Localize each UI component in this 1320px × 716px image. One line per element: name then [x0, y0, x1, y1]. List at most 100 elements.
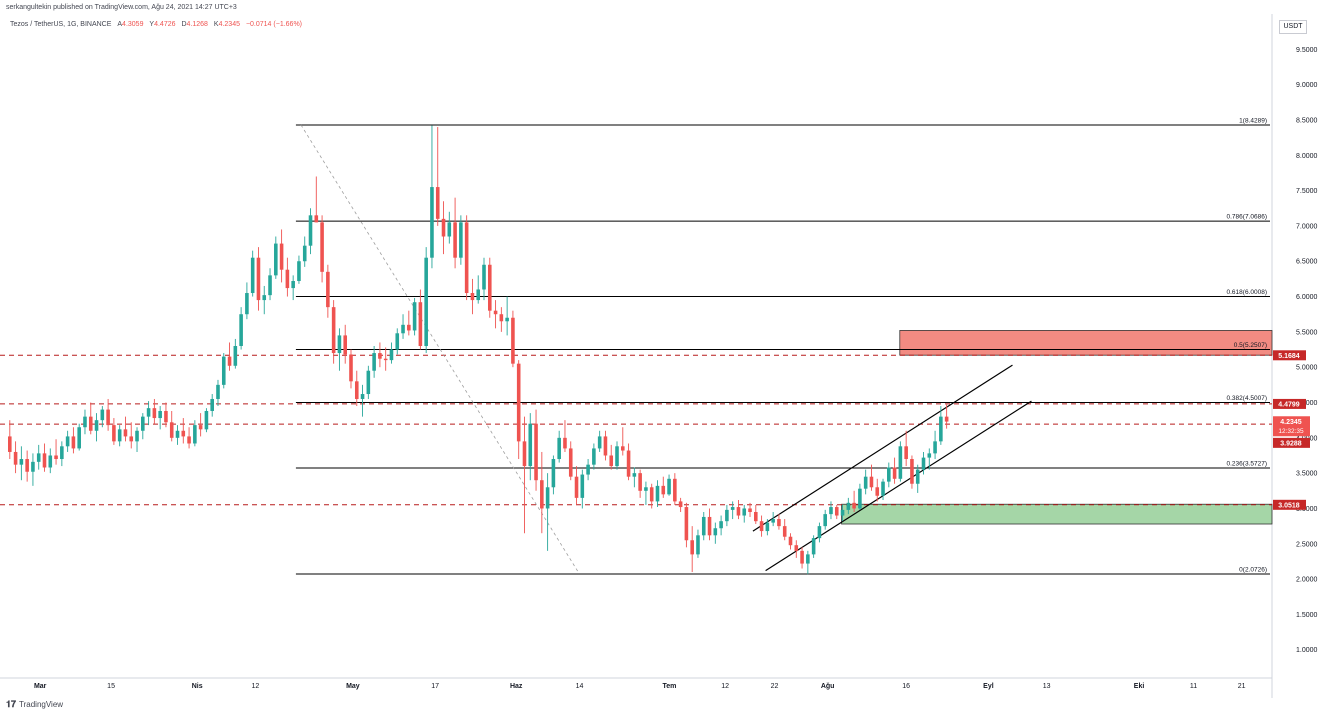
candle-body: [707, 516, 712, 536]
price-tick-label: 6.5000: [1296, 259, 1318, 266]
candle-body: [54, 455, 58, 460]
candle-body: [279, 243, 284, 270]
candle-body: [407, 324, 411, 331]
candle-body: [193, 425, 197, 444]
candle-body: [632, 473, 637, 477]
candle-body: [459, 222, 463, 258]
time-tick-label: 17: [431, 683, 439, 690]
candle-body: [915, 469, 920, 484]
currency-selector[interactable]: USDT: [1279, 20, 1307, 34]
open-label: A: [117, 21, 123, 28]
fib-level-label: 0.618(6.0008): [1227, 289, 1267, 296]
candle-body: [736, 507, 741, 516]
price-tick-label: 9.5000: [1296, 47, 1318, 54]
low-value: 4.1268: [186, 21, 208, 28]
candle-body: [493, 310, 498, 315]
candle-body: [181, 430, 186, 437]
time-tick-label: 12: [252, 683, 260, 690]
candle-body: [175, 430, 180, 438]
candle-body: [580, 474, 585, 498]
candle-body: [713, 528, 718, 536]
candle-body: [88, 416, 93, 431]
candle-body: [71, 436, 76, 449]
candle-body: [696, 535, 700, 555]
candle-body: [464, 222, 469, 294]
candle-body: [568, 448, 573, 477]
horizontal-levels: [0, 354, 1272, 506]
candle-body: [221, 356, 226, 385]
candle-body: [25, 459, 29, 472]
candle-body: [48, 455, 53, 468]
candle-body: [586, 464, 590, 475]
candle-body: [470, 293, 475, 301]
candle-body: [609, 455, 614, 467]
candle-body: [94, 420, 99, 431]
candle-body: [597, 436, 602, 449]
candle-body: [823, 514, 827, 527]
fib-level-label: 0(2.0726): [1239, 566, 1267, 573]
price-tick-label: 8.0000: [1296, 153, 1318, 160]
candle-body: [83, 416, 87, 428]
support-zone: [841, 503, 1273, 525]
candle-body: [424, 257, 428, 346]
fib-level-label: 0.5(5.2507): [1234, 342, 1267, 349]
fib-level-label: 1(8.4289): [1239, 117, 1267, 124]
candle-body: [620, 446, 625, 451]
price-tick-label: 3.0000: [1296, 506, 1318, 513]
fib-level-label: 0.382(4.5007): [1227, 395, 1267, 402]
time-axis[interactable]: Mar 15 Nis 12 May 17 Haz 14 Tem 12 22 Ağu 16 Eyl 13 Eki…: [34, 683, 1246, 690]
price-tick-label: 6.0000: [1296, 294, 1318, 301]
price-badge: [1273, 437, 1310, 448]
candle-body: [19, 459, 24, 465]
price-tick-label: 1.5000: [1296, 612, 1318, 619]
price-tick-label: 3.5000: [1296, 471, 1318, 478]
candle-body: [487, 264, 492, 311]
resistance-zone: [899, 330, 1273, 356]
candle-body: [921, 457, 926, 470]
channel-line: [765, 400, 1032, 572]
candle-body: [354, 381, 359, 399]
candle-body: [684, 507, 689, 541]
candle-body: [649, 487, 654, 502]
candle-body: [869, 476, 874, 488]
candle-body: [603, 436, 608, 456]
brand-name: TradingView: [19, 700, 64, 709]
channel-line: [752, 364, 1013, 532]
candle-body: [626, 450, 631, 477]
level-badge: [1273, 398, 1306, 409]
candle-body: [447, 222, 452, 237]
candle-body: [540, 480, 544, 509]
time-tick-label: 12: [721, 683, 729, 690]
price-badge: [1273, 416, 1310, 437]
zones: [841, 330, 1273, 525]
candle-body: [730, 507, 735, 510]
candle-body: [297, 261, 301, 282]
candle-body: [291, 281, 295, 289]
time-tick-label: 22: [771, 683, 779, 690]
candle-body: [100, 409, 105, 421]
candle-body: [545, 487, 550, 509]
countdown-label: 12:32:35: [1278, 428, 1304, 435]
candle-body: [245, 293, 249, 315]
time-tick-label: May: [346, 683, 360, 690]
candle-body: [274, 243, 278, 276]
candle-body: [268, 275, 272, 296]
symbol-name: Tezos / TetherUS, 1G, BINANCE: [10, 21, 112, 28]
candle-body: [655, 485, 660, 502]
price-badge-label: 4.2345: [1280, 419, 1302, 426]
price-tick-label: 2.5000: [1296, 541, 1318, 548]
candle-body: [383, 358, 388, 361]
price-badge-label: 3.9288: [1280, 440, 1302, 447]
candle-body: [910, 459, 914, 484]
candle-body: [904, 446, 908, 460]
grid: [0, 14, 1273, 698]
candle-body: [314, 215, 319, 223]
candle-body: [528, 423, 533, 467]
candle-body: [846, 502, 851, 510]
candle-body: [372, 353, 376, 371]
time-tick-label: Nis: [192, 683, 203, 690]
fib-level-label: 0.786(7.0686): [1227, 214, 1267, 221]
candle-body: [898, 446, 903, 479]
candle-body: [164, 410, 168, 423]
